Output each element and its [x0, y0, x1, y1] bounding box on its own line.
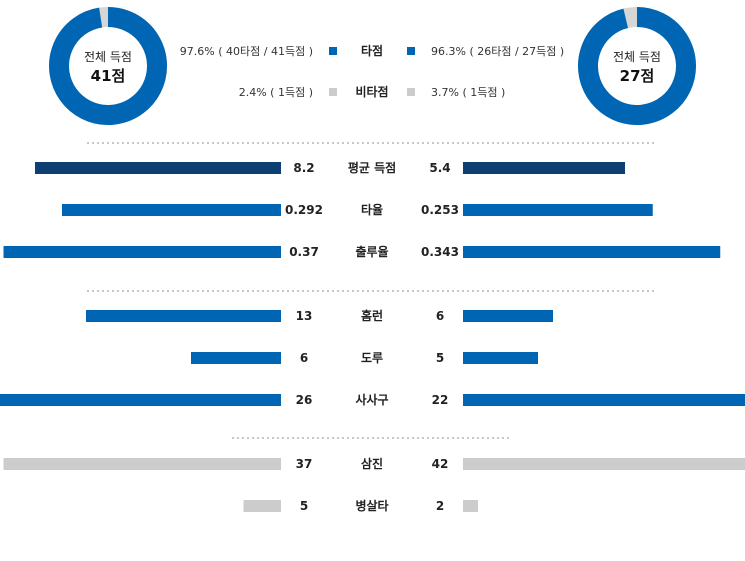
- legend-rbi-swatch-left: [329, 47, 337, 55]
- row-1-left-bar: [62, 204, 281, 216]
- left-donut-caption: 전체 득점: [84, 50, 132, 64]
- row-7-left-value: 5: [300, 499, 308, 513]
- row-7-left-bar: [243, 500, 281, 512]
- row-3-left-bar: [86, 310, 281, 322]
- left-donut-total: 41점: [91, 67, 126, 85]
- row-3-category: 홈런: [361, 308, 383, 323]
- legend-rbi-label: 타점: [361, 43, 383, 58]
- bar-rows: 8.2 평균 득점 5.4 0.292 타율 0.253 0.37 출루율 0.343 13 홈런 6…: [0, 160, 745, 513]
- row-5-category: 사사구: [355, 392, 388, 407]
- row-4-left-value: 6: [300, 351, 308, 365]
- row-2-left-value: 0.37: [289, 245, 319, 259]
- legend-non-rbi-left-value: 2.4% ( 1득점 ): [239, 86, 313, 99]
- row-0-left-value: 8.2: [293, 161, 314, 175]
- row-6-right-bar: [463, 458, 745, 470]
- row-0-right-bar: [463, 162, 625, 174]
- row-7-right-bar: [463, 500, 478, 512]
- left-donut-arc: [49, 7, 167, 125]
- legend-non-rbi-swatch-right: [407, 88, 415, 96]
- legend-non-rbi-right-value: 3.7% ( 1득점 ): [431, 86, 505, 99]
- row-5-right-bar: [463, 394, 745, 406]
- row-4-right-bar: [463, 352, 538, 364]
- row-3-right-value: 6: [436, 309, 444, 323]
- row-0-right-value: 5.4: [429, 161, 450, 175]
- row-4-right-value: 5: [436, 351, 444, 365]
- right-donut-total: 27점: [620, 67, 655, 85]
- row-2-category: 출루율: [355, 244, 388, 259]
- row-4-category: 도루: [361, 351, 383, 365]
- row-6-category: 삼진: [361, 456, 383, 471]
- right-donut: 전체 득점 27점: [578, 7, 696, 125]
- row-2-left-bar: [3, 246, 281, 258]
- legend-rbi-right-value: 96.3% ( 26타점 / 27득점 ): [431, 45, 564, 58]
- right-donut-caption: 전체 득점: [613, 50, 661, 64]
- row-1-left-value: 0.292: [285, 203, 323, 217]
- legend-rbi-left-value: 97.6% ( 40타점 / 41득점 ): [180, 45, 313, 58]
- left-donut: 전체 득점 41점: [49, 7, 167, 125]
- legend-non-rbi-label: 비타점: [355, 84, 388, 99]
- row-4-left-bar: [191, 352, 281, 364]
- legend: 97.6% ( 40타점 / 41득점 ) 타점 96.3% ( 26타점 / …: [180, 43, 564, 99]
- row-6-right-value: 42: [432, 457, 449, 471]
- legend-rbi-swatch-right: [407, 47, 415, 55]
- right-donut-arc: [578, 7, 696, 125]
- legend-non-rbi-swatch-left: [329, 88, 337, 96]
- row-3-left-value: 13: [296, 309, 313, 323]
- row-3-right-bar: [463, 310, 553, 322]
- row-5-left-value: 26: [296, 393, 313, 407]
- row-6-left-bar: [3, 458, 281, 470]
- row-1-right-value: 0.253: [421, 203, 459, 217]
- row-2-right-value: 0.343: [421, 245, 459, 259]
- row-7-right-value: 2: [436, 499, 444, 513]
- row-5-left-bar: [0, 394, 281, 406]
- row-5-right-value: 22: [432, 393, 449, 407]
- row-2-right-bar: [463, 246, 721, 258]
- row-1-category: 타율: [361, 202, 383, 217]
- row-1-right-bar: [463, 204, 653, 216]
- row-7-category: 병살타: [355, 498, 388, 513]
- row-0-left-bar: [35, 162, 281, 174]
- row-6-left-value: 37: [296, 457, 313, 471]
- row-0-category: 평균 득점: [348, 160, 396, 175]
